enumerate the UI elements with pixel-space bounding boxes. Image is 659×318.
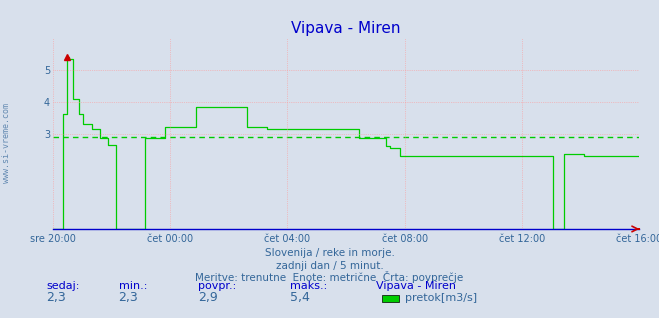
Text: povpr.:: povpr.: <box>198 281 236 291</box>
Text: min.:: min.: <box>119 281 147 291</box>
Text: maks.:: maks.: <box>290 281 328 291</box>
Text: pretok[m3/s]: pretok[m3/s] <box>405 293 477 302</box>
Text: www.si-vreme.com: www.si-vreme.com <box>2 103 11 183</box>
Title: Vipava - Miren: Vipava - Miren <box>291 21 401 36</box>
Text: Slovenija / reke in morje.: Slovenija / reke in morje. <box>264 248 395 258</box>
Text: Meritve: trenutne  Enote: metrične  Črta: povprečje: Meritve: trenutne Enote: metrične Črta: … <box>195 272 464 283</box>
Text: sedaj:: sedaj: <box>46 281 80 291</box>
Text: 2,3: 2,3 <box>119 291 138 303</box>
Text: zadnji dan / 5 minut.: zadnji dan / 5 minut. <box>275 261 384 271</box>
Text: 2,9: 2,9 <box>198 291 217 303</box>
Text: Vipava - Miren: Vipava - Miren <box>376 281 455 291</box>
Text: 2,3: 2,3 <box>46 291 66 303</box>
Text: 5,4: 5,4 <box>290 291 310 303</box>
